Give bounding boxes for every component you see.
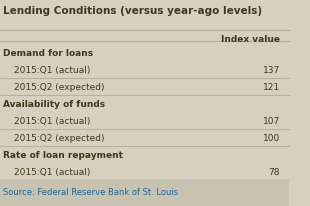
Text: Index value: Index value — [221, 35, 280, 44]
Text: 78: 78 — [268, 168, 280, 177]
Text: 2015:Q1 (actual): 2015:Q1 (actual) — [15, 168, 91, 177]
Text: 82: 82 — [269, 185, 280, 194]
Text: 137: 137 — [263, 66, 280, 75]
Text: 100: 100 — [263, 134, 280, 143]
Text: Lending Conditions (versus year-ago levels): Lending Conditions (versus year-ago leve… — [3, 6, 262, 16]
Text: Availability of funds: Availability of funds — [3, 100, 105, 109]
Text: 2015:Q2 (expected): 2015:Q2 (expected) — [15, 134, 105, 143]
Text: 107: 107 — [263, 117, 280, 126]
Text: 2015:Q1 (actual): 2015:Q1 (actual) — [15, 117, 91, 126]
Text: 2015:Q2 (expected): 2015:Q2 (expected) — [15, 83, 105, 92]
Text: 2015:Q1 (actual): 2015:Q1 (actual) — [15, 66, 91, 75]
Text: Demand for loans: Demand for loans — [3, 49, 93, 59]
Text: 121: 121 — [263, 83, 280, 92]
Text: 2015:Q2 (expected): 2015:Q2 (expected) — [15, 185, 105, 194]
Text: Rate of loan repayment: Rate of loan repayment — [3, 151, 123, 160]
FancyBboxPatch shape — [0, 179, 289, 206]
Text: Source: Federal Reserve Bank of St. Louis: Source: Federal Reserve Bank of St. Loui… — [3, 188, 178, 197]
